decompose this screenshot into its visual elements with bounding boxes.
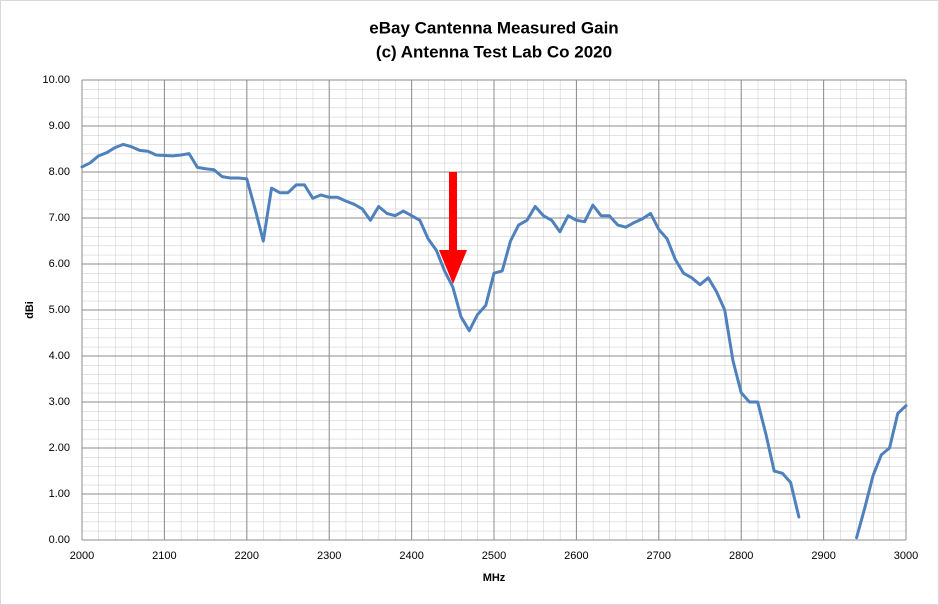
y-tick-label: 0.00 (49, 534, 70, 546)
y-tick-label: 6.00 (49, 258, 70, 270)
x-axis-title: MHz (483, 572, 506, 584)
x-tick-label: 3000 (894, 550, 918, 562)
y-tick-label: 5.00 (49, 304, 70, 316)
plot (80, 142, 908, 540)
y-tick-label: 8.00 (49, 166, 70, 178)
chart-subtitle: (c) Antenna Test Lab Co 2020 (376, 42, 612, 61)
x-tick-label: 2400 (399, 550, 423, 562)
data-line (80, 142, 908, 540)
y-tick-label: 2.00 (49, 442, 70, 454)
x-tick-label: 2300 (317, 550, 341, 562)
x-tick-label: 2500 (482, 550, 506, 562)
annotation-arrow (439, 172, 467, 284)
y-tick-label: 4.00 (49, 350, 70, 362)
y-tick-label: 3.00 (49, 396, 70, 408)
x-tick-label: 2900 (811, 550, 835, 562)
x-tick-label: 2100 (152, 550, 176, 562)
arrow-shaft (449, 172, 457, 252)
arrow-head (439, 250, 467, 284)
x-tick-label: 2000 (70, 550, 94, 562)
y-tick-label: 1.00 (49, 488, 70, 500)
y-tick-label: 10.00 (42, 74, 70, 86)
y-tick-label: 7.00 (49, 212, 70, 224)
x-tick-label: 2800 (729, 550, 753, 562)
y-axis-title: dBi (24, 301, 36, 319)
x-tick-label: 2200 (235, 550, 259, 562)
x-tick-label: 2600 (564, 550, 588, 562)
y-tick-label: 9.00 (49, 120, 70, 132)
x-tick-label: 2700 (647, 550, 671, 562)
chart-title: eBay Cantenna Measured Gain (369, 18, 618, 37)
